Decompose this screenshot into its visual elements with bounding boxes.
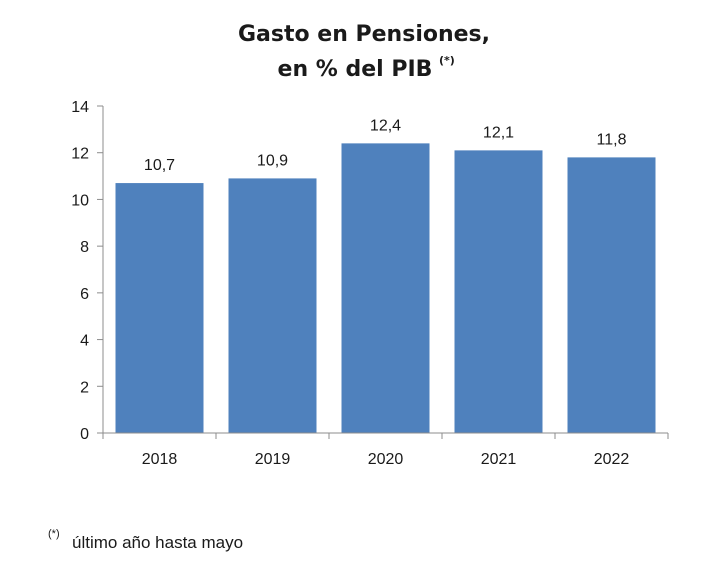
footnote: (*) último año hasta mayo [48, 528, 243, 552]
chart-title: Gasto en Pensiones, [238, 22, 490, 47]
data-labels: 10,7 10,9 12,4 12,1 11,8 [144, 117, 627, 174]
footnote-marker: (*) [48, 528, 60, 540]
footnote-text: último año hasta mayo [72, 533, 243, 552]
y-tick-label: 14 [71, 99, 89, 116]
y-axis: 0 2 4 6 8 10 12 14 [71, 99, 104, 443]
y-tick-label: 8 [80, 239, 89, 256]
data-label-2020: 12,4 [370, 117, 401, 134]
x-tick-label-2022: 2022 [594, 451, 630, 468]
x-tick-label-2020: 2020 [368, 451, 404, 468]
y-tick-label: 0 [80, 426, 89, 443]
bar-2018 [115, 183, 204, 433]
y-tick-label: 6 [80, 286, 89, 303]
data-label-2022: 11,8 [597, 131, 627, 148]
data-label-2021: 12,1 [483, 124, 514, 141]
bar-2021 [454, 150, 543, 433]
bar-2019 [228, 178, 317, 433]
chart-subtitle: en % del PIB [278, 57, 433, 82]
x-tick-label-2021: 2021 [481, 451, 517, 468]
chart-title-marker: (*) [439, 54, 455, 67]
data-label-2018: 10,7 [144, 157, 175, 174]
x-tick-label-2019: 2019 [255, 451, 291, 468]
x-tick-label-2018: 2018 [142, 451, 178, 468]
y-tick-label: 2 [80, 379, 89, 396]
bar-2022 [567, 157, 656, 433]
chart-subtitle-group: en % del PIB (*) [278, 54, 455, 82]
bars [115, 143, 656, 433]
y-tick-label: 10 [71, 192, 89, 209]
data-label-2019: 10,9 [257, 152, 288, 169]
y-tick-label: 12 [71, 146, 89, 163]
x-axis: 2018 2019 2020 2021 2022 [102, 432, 669, 468]
bar-2020 [341, 143, 430, 433]
y-tick-label: 4 [80, 333, 89, 350]
